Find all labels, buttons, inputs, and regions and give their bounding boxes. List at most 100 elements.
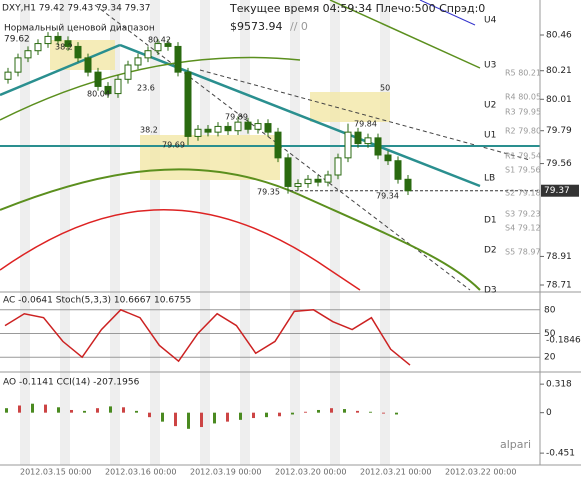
ao-bar: [109, 406, 112, 413]
time-label: 2012.03.19 00:00: [190, 468, 261, 477]
candle-body: [194, 128, 202, 137]
ao-bar: [174, 412, 177, 427]
ao-bar: [83, 410, 86, 413]
time-label: 2012.03.15 00:00: [20, 468, 91, 477]
level-label: LB: [484, 174, 495, 184]
candle-body: [254, 123, 262, 130]
candle-body: [374, 137, 382, 156]
logo: alpari: [500, 438, 531, 451]
panel-title: AO -0.1141 CCI(14) -207.1956: [3, 378, 140, 388]
pivot-label: S1 79.56: [505, 166, 541, 175]
level-label: U1: [484, 131, 496, 141]
ao-bar: [187, 412, 190, 429]
balance: $9573.94: [230, 20, 283, 33]
price-label: 79.79: [546, 126, 572, 136]
ao-bar: [213, 412, 216, 424]
fibo-zones: [50, 40, 390, 180]
candle-body: [274, 131, 282, 159]
axis-value: -0.1846: [546, 336, 581, 346]
tick-label: -0.451: [546, 449, 575, 459]
tick-label: 50: [544, 329, 556, 339]
annotation: 80.42: [148, 36, 171, 45]
tick-label: 0: [546, 408, 552, 418]
price-label: 80.01: [546, 95, 572, 105]
range-value: 79.62: [4, 35, 30, 45]
annotation: 79.35: [257, 188, 280, 197]
tick-label: 0.318: [546, 380, 572, 390]
ao-bar: [161, 412, 164, 422]
candle-body: [154, 43, 162, 52]
annotation: 38.2: [140, 126, 158, 135]
ao-bar: [226, 412, 229, 422]
tick-label: 20: [544, 353, 556, 363]
time-label: 2012.03.22 00:00: [445, 468, 516, 477]
pivot-label: R1 79.54: [505, 152, 541, 161]
price-label: 78.71: [546, 281, 572, 291]
ao-bar: [200, 412, 203, 428]
candle-body: [94, 71, 102, 87]
time-label: 2012.03.21 00:00: [360, 468, 431, 477]
candle-body: [174, 45, 182, 73]
candle-body: [24, 50, 32, 59]
candle-body: [204, 128, 212, 133]
pivot-label: R2 79.80: [505, 127, 541, 136]
ao-bar: [265, 412, 268, 418]
annotation: 38.2: [55, 43, 73, 52]
ao-bar: [96, 408, 99, 413]
candle-body: [184, 71, 192, 137]
ao-bar: [70, 409, 73, 413]
candle-body: [84, 57, 92, 73]
candle-body: [64, 40, 72, 47]
ao-bar: [291, 412, 294, 415]
ao-bar: [135, 410, 138, 413]
ao-bar: [18, 405, 21, 413]
ao-bar: [57, 407, 60, 413]
price-label: 78.91: [546, 252, 572, 262]
ao-bar: [278, 412, 281, 417]
ao-bar: [382, 412, 385, 414]
annotation: 80.04: [87, 90, 110, 99]
ao-bar: [31, 403, 34, 413]
tick-label: 80: [544, 305, 556, 315]
ao-bar: [395, 412, 398, 415]
symbol: DXY,H1 79.42 79.43 79.34 79.37: [2, 4, 150, 14]
annotation: 79.89: [225, 113, 248, 122]
level-label: D1: [484, 216, 497, 226]
annotation: 79.84: [354, 120, 377, 129]
candle-body: [344, 131, 352, 159]
current-price: 79.37: [544, 186, 570, 196]
candle-body: [34, 43, 42, 52]
candle-body: [244, 121, 252, 130]
candle-body: [304, 178, 312, 185]
ao-bar: [252, 412, 255, 419]
pivot-label: S2 79.18: [505, 189, 541, 198]
price-label: 79.56: [546, 159, 572, 169]
candle-body: [134, 57, 142, 66]
level-label: U3: [484, 61, 496, 71]
annotation: 79.69: [162, 141, 185, 150]
ao-bar: [5, 408, 8, 413]
status: Текущее время 04:59:34 Плечо:500 Спрэд:0: [229, 2, 485, 15]
price-label: 80.21: [546, 66, 572, 76]
candle-body: [4, 71, 12, 80]
candle-body: [44, 35, 52, 45]
candle-body: [294, 183, 302, 187]
candle-body: [54, 35, 62, 42]
current-price-box: [541, 184, 579, 197]
candle-body: [14, 57, 22, 73]
level-label: D3: [484, 286, 497, 296]
candle-body: [354, 131, 362, 145]
candle-body: [124, 64, 132, 80]
ao-bar: [304, 411, 307, 413]
candle-body: [144, 50, 152, 59]
candle-body: [384, 154, 392, 162]
candle-body: [394, 160, 402, 180]
candle-body: [314, 178, 322, 183]
range-label: Нормальный ценовой диапазон: [4, 24, 155, 34]
candle-body: [214, 125, 222, 133]
pivot-label: S5 78.97: [505, 248, 541, 257]
balance-sub: // 0: [290, 20, 308, 33]
pivot-label: R4 80.05: [505, 93, 541, 102]
candle-body: [324, 174, 332, 183]
